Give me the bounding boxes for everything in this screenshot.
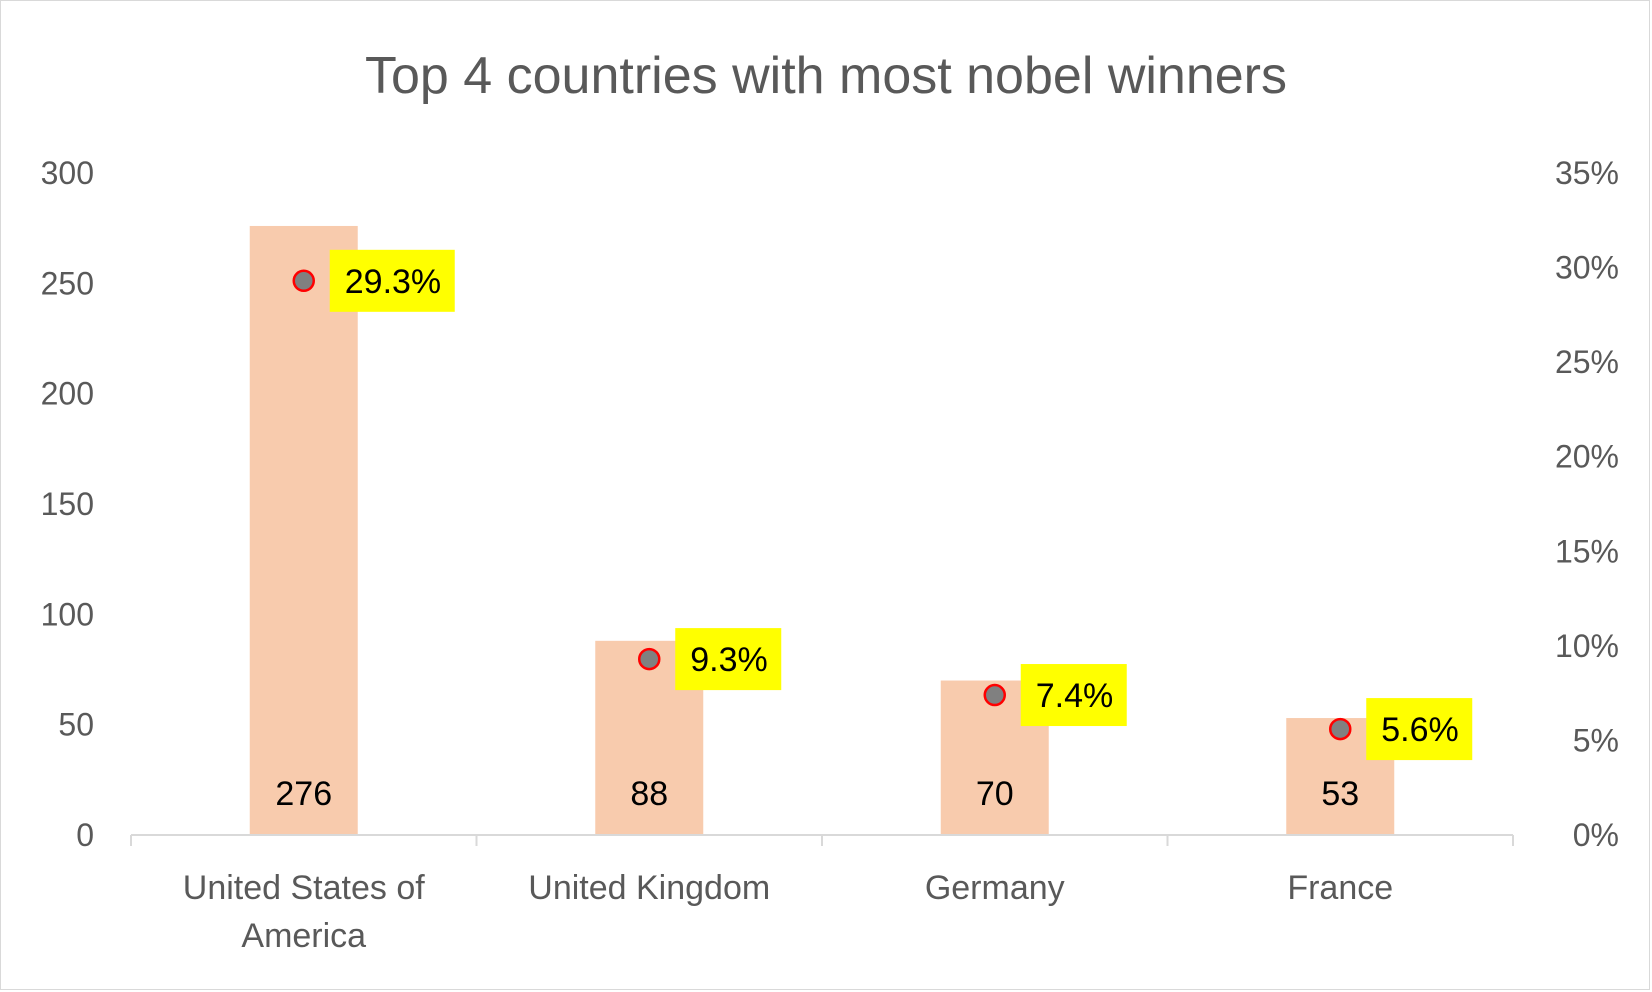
percentage-label-bg	[675, 628, 782, 691]
percentage-label: 7.4%	[1036, 677, 1114, 715]
category-label: United States of America	[183, 869, 425, 955]
right-axis: 0% 5% 10% 15% 20% 25% 30% 35%	[1555, 155, 1619, 853]
x-axis	[130, 834, 1514, 846]
left-tick-label: 300	[41, 155, 94, 191]
right-tick-label: 35%	[1555, 155, 1619, 191]
percentage-label: 29.3%	[345, 263, 441, 301]
bar-value-label: 276	[275, 775, 332, 813]
chart-title: Top 4 countries with most nobel winners	[365, 47, 1287, 105]
percentage-label: 5.6%	[1381, 711, 1459, 749]
right-tick-label: 30%	[1555, 250, 1619, 286]
left-axis: 0 50 100 150 200 250 300	[41, 155, 94, 853]
left-tick-label: 200	[41, 376, 94, 412]
percentage-series: 29.3% 9.3% 7.4% 5.6%	[292, 249, 1473, 761]
left-tick-label: 100	[41, 596, 94, 632]
left-tick-label: 150	[41, 486, 94, 522]
right-tick-label: 20%	[1555, 439, 1619, 475]
right-tick-label: 15%	[1555, 533, 1619, 569]
percentage-marker	[1329, 717, 1352, 741]
percentage-marker	[638, 647, 661, 671]
category-labels: United States of America United Kingdom Ger…	[183, 869, 1393, 955]
right-tick-label: 10%	[1555, 628, 1619, 664]
right-tick-label: 5%	[1573, 722, 1619, 758]
percentage-label-bg	[1020, 664, 1127, 727]
category-label: France	[1287, 869, 1393, 907]
left-tick-label: 0	[76, 817, 94, 853]
right-tick-label: 25%	[1555, 344, 1619, 380]
category-label: Germany	[925, 869, 1065, 907]
right-tick-label: 0%	[1573, 817, 1619, 853]
bar-value-label: 53	[1321, 775, 1359, 813]
bar-series	[249, 225, 1395, 835]
bar-value-labels: 276 88 70 53	[275, 775, 1359, 813]
bar-value-label: 70	[976, 775, 1014, 813]
bar	[249, 225, 358, 835]
percentage-marker	[983, 683, 1006, 707]
percentage-label-bg	[1366, 698, 1473, 761]
percentage-marker	[292, 269, 315, 293]
category-label: United Kingdom	[528, 869, 770, 907]
percentage-label: 9.3%	[690, 641, 768, 679]
left-tick-label: 250	[41, 265, 94, 301]
left-tick-label: 50	[58, 707, 94, 743]
percentage-label-bg	[329, 249, 455, 312]
bar-value-label: 88	[630, 775, 668, 813]
